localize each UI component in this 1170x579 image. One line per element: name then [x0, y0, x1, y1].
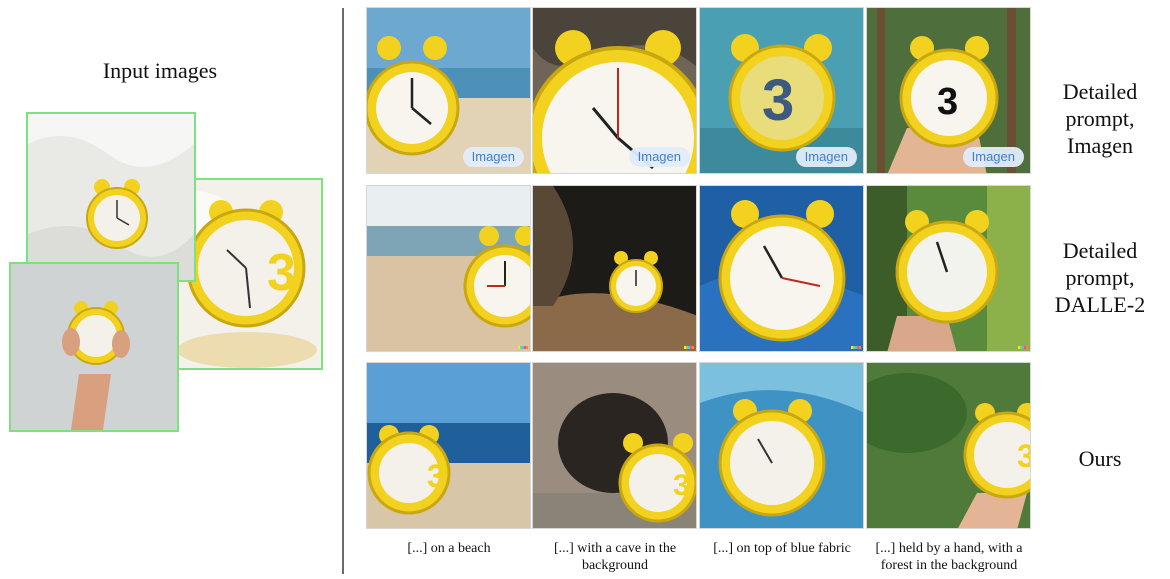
ours-forest-image: 3 — [866, 362, 1031, 529]
dalle2-watermark — [1018, 346, 1028, 349]
imagen-fabric-image: 3 Imagen — [699, 7, 864, 174]
svg-text:3: 3 — [267, 244, 296, 302]
caption-beach: [...] on a beach — [407, 541, 491, 556]
ours-beach-image: 3 — [366, 362, 531, 529]
input-image-clock-feathers: 3 — [155, 178, 323, 370]
row-label-imagen: Detailed prompt, Imagen — [1062, 79, 1138, 158]
dalle2-watermark — [684, 346, 694, 349]
dalle2-watermark — [851, 346, 861, 349]
svg-text:3: 3 — [673, 469, 690, 502]
imagen-cave-image: Imagen — [532, 7, 697, 174]
svg-text:3: 3 — [1017, 438, 1031, 474]
dalle2-cave-image — [532, 185, 697, 352]
svg-text:3: 3 — [427, 458, 445, 494]
imagen-badge: Imagen — [962, 147, 1024, 167]
svg-text:3: 3 — [762, 68, 794, 133]
imagen-badge: Imagen — [628, 147, 690, 167]
imagen-badge: Imagen — [462, 147, 524, 167]
dalle2-forest-image — [866, 185, 1031, 352]
caption-forest-hand: [...] held by a hand, with a forest in t… — [875, 541, 1023, 573]
dalle2-beach-image — [366, 185, 531, 352]
section-divider — [342, 8, 344, 574]
caption-fabric: [...] on top of blue fabric — [713, 541, 851, 556]
row-label-ours: Ours — [1078, 446, 1122, 471]
dalle2-fabric-image — [699, 185, 864, 352]
dalle2-watermark — [518, 346, 528, 349]
input-image-hand-clock — [9, 262, 179, 432]
imagen-forest-image: 3 Imagen — [866, 7, 1031, 174]
svg-text:3: 3 — [937, 81, 958, 123]
row-label-dalle2: Detailed prompt, DALLE-2 — [1054, 238, 1146, 317]
ours-cave-image: 3 — [532, 362, 697, 529]
caption-cave: [...] with a cave in the background — [553, 541, 677, 573]
imagen-badge: Imagen — [795, 147, 857, 167]
input-images-title: Input images — [102, 58, 218, 83]
ours-fabric-image — [699, 362, 864, 529]
imagen-beach-image: Imagen — [366, 7, 531, 174]
input-image-clock-sheets — [26, 112, 196, 282]
